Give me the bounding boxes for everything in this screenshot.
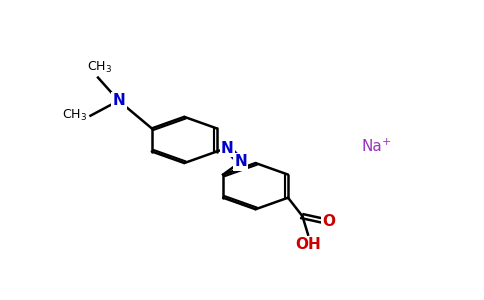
Text: N: N [221,140,234,155]
Text: +: + [381,137,391,147]
Text: $\mathsf{CH_3}$: $\mathsf{CH_3}$ [61,108,87,123]
Text: O: O [322,214,335,230]
Text: N: N [234,154,247,169]
Text: $\mathsf{CH_3}$: $\mathsf{CH_3}$ [87,60,112,75]
Text: N: N [112,93,125,108]
Text: Na: Na [362,140,382,154]
Text: OH: OH [295,237,321,252]
